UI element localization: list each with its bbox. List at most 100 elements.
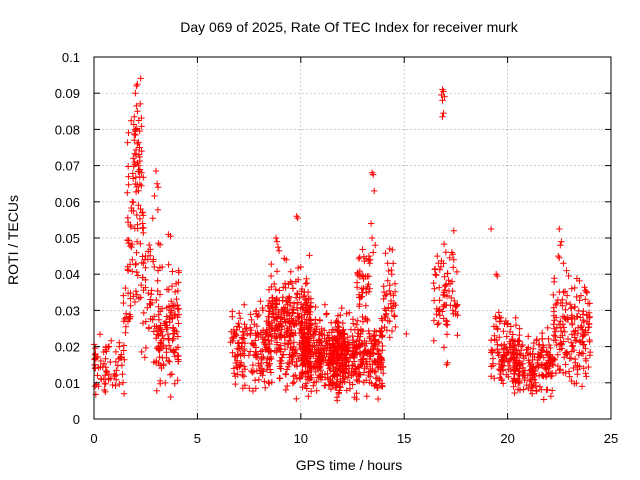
data-point <box>174 306 181 313</box>
data-point <box>377 328 385 336</box>
data-point <box>171 288 179 296</box>
data-point <box>444 321 451 329</box>
data-point <box>585 324 592 331</box>
data-point <box>527 361 535 368</box>
data-point <box>556 225 563 233</box>
data-point <box>495 352 502 359</box>
data-point <box>107 358 114 366</box>
data-point <box>390 299 398 307</box>
data-point <box>246 385 253 392</box>
data-point <box>380 295 387 303</box>
data-point <box>365 252 373 260</box>
data-point <box>512 360 519 368</box>
data-point <box>498 377 505 384</box>
data-point <box>268 283 275 291</box>
data-point <box>306 347 313 354</box>
data-point <box>260 339 267 346</box>
data-point <box>302 370 310 377</box>
data-point <box>296 294 303 301</box>
data-point <box>433 272 440 279</box>
data-point <box>174 377 181 384</box>
data-point <box>450 310 457 317</box>
data-point <box>265 318 272 325</box>
data-point <box>517 351 524 359</box>
data-point <box>169 324 177 331</box>
data-point <box>355 291 363 298</box>
data-point <box>434 252 441 260</box>
data-point <box>366 379 373 386</box>
data-point <box>539 329 546 337</box>
data-point <box>487 225 495 233</box>
data-point <box>273 295 280 303</box>
data-point <box>358 340 365 347</box>
data-point <box>312 349 320 356</box>
data-point <box>244 330 251 337</box>
data-point <box>127 289 134 297</box>
data-point <box>138 123 145 130</box>
data-point <box>439 97 446 104</box>
data-point <box>378 325 385 332</box>
data-point <box>385 304 392 311</box>
data-point <box>586 336 593 344</box>
data-point <box>388 327 396 335</box>
data-point <box>126 313 133 320</box>
data-point <box>303 279 311 287</box>
data-point <box>367 373 374 380</box>
data-point <box>137 100 144 108</box>
data-point <box>173 295 180 303</box>
data-point <box>357 349 364 357</box>
data-point <box>360 352 367 359</box>
data-point <box>431 266 438 273</box>
data-point <box>365 327 372 335</box>
data-point <box>516 372 523 379</box>
data-point <box>578 322 585 330</box>
data-point <box>545 341 553 349</box>
data-point <box>446 254 453 262</box>
data-point <box>498 342 505 349</box>
x-tick-label: 15 <box>397 431 411 446</box>
data-point <box>350 368 358 376</box>
data-point <box>570 364 577 372</box>
data-point <box>313 339 320 346</box>
data-point <box>579 350 587 357</box>
data-point <box>379 383 386 390</box>
data-point <box>490 323 498 330</box>
data-point <box>237 362 244 369</box>
data-point <box>284 359 292 367</box>
data-point <box>365 368 372 375</box>
data-point <box>125 267 132 274</box>
data-point <box>154 206 162 214</box>
data-point <box>241 340 249 347</box>
data-point <box>373 384 381 391</box>
data-point <box>278 322 286 330</box>
data-point <box>145 289 152 297</box>
data-point <box>175 358 182 365</box>
data-point <box>280 284 287 291</box>
data-point <box>266 340 273 348</box>
data-point <box>145 325 153 332</box>
data-point <box>168 298 175 305</box>
data-point <box>376 353 384 361</box>
data-point <box>154 287 161 295</box>
data-point <box>451 297 458 305</box>
data-point <box>336 383 343 390</box>
data-point <box>368 340 375 347</box>
data-point <box>132 151 140 158</box>
data-point <box>252 385 259 392</box>
data-point <box>353 376 360 384</box>
data-point <box>494 272 501 280</box>
data-point <box>359 246 366 253</box>
data-point <box>129 198 136 205</box>
data-point <box>245 352 253 359</box>
data-point <box>505 366 512 373</box>
data-point <box>525 385 532 392</box>
data-point <box>558 238 565 245</box>
data-point <box>360 285 367 292</box>
data-point <box>155 316 163 323</box>
data-point <box>129 268 136 275</box>
data-point <box>294 291 301 298</box>
data-point <box>585 363 592 371</box>
data-point <box>232 359 240 367</box>
data-point <box>228 334 236 342</box>
data-point <box>494 341 501 348</box>
